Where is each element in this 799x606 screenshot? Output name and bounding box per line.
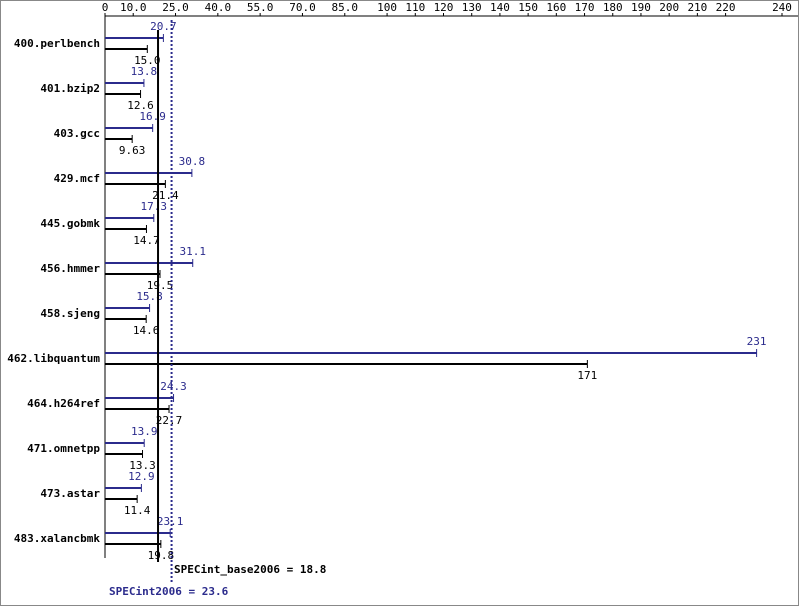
x-tick-label: 140	[490, 1, 510, 14]
x-tick-label: 200	[659, 1, 679, 14]
x-tick-label: 210	[687, 1, 707, 14]
category-label: 445.gobmk	[40, 217, 100, 230]
value-label: 9.63	[119, 144, 146, 157]
category-label: 458.sjeng	[40, 307, 100, 320]
x-tick-label: 120	[434, 1, 454, 14]
x-tick-label: 25.0	[162, 1, 189, 14]
x-tick-label: 85.0	[332, 1, 359, 14]
category-label: 429.mcf	[54, 172, 100, 185]
category-label: 403.gcc	[54, 127, 100, 140]
x-tick-label: 220	[716, 1, 736, 14]
value-label: 24.3	[160, 380, 187, 393]
value-label: 23.1	[157, 515, 184, 528]
value-label: 22.7	[156, 414, 183, 427]
category-label: 483.xalancbmk	[14, 532, 100, 545]
reference-label: SPECint_base2006 = 18.8	[174, 563, 326, 576]
x-tick-label: 190	[631, 1, 651, 14]
value-label: 30.8	[179, 155, 206, 168]
x-tick-label: 40.0	[205, 1, 232, 14]
x-tick-label: 0	[102, 1, 109, 14]
x-tick-label: 150	[518, 1, 538, 14]
value-label: 14.7	[133, 234, 160, 247]
x-tick-label: 55.0	[247, 1, 274, 14]
category-label: 456.hmmer	[40, 262, 100, 275]
value-label: 13.9	[131, 425, 158, 438]
value-label: 16.9	[139, 110, 166, 123]
value-label: 20.7	[150, 20, 177, 33]
value-label: 17.3	[141, 200, 168, 213]
x-tick-label: 10.0	[120, 1, 147, 14]
x-tick-label: 160	[546, 1, 566, 14]
value-label: 15.8	[136, 290, 163, 303]
reference-label: SPECint2006 = 23.6	[109, 585, 229, 598]
value-label: 31.1	[179, 245, 206, 258]
x-tick-label: 130	[462, 1, 482, 14]
category-label: 464.h264ref	[27, 397, 100, 410]
x-tick-label: 110	[405, 1, 425, 14]
category-label: 462.libquantum	[7, 352, 100, 365]
category-label: 400.perlbench	[14, 37, 100, 50]
value-label: 19.8	[148, 549, 175, 562]
x-tick-label: 180	[603, 1, 623, 14]
value-label: 13.3	[129, 459, 156, 472]
value-label: 171	[577, 369, 597, 382]
category-label: 471.omnetpp	[27, 442, 100, 455]
value-label: 12.6	[127, 99, 154, 112]
value-label: 15.0	[134, 54, 161, 67]
value-label: 231	[747, 335, 767, 348]
value-label: 13.8	[131, 65, 158, 78]
value-label: 19.5	[147, 279, 174, 292]
value-label: 14.6	[133, 324, 160, 337]
category-label: 473.astar	[40, 487, 100, 500]
x-tick-label: 100	[377, 1, 397, 14]
value-label: 12.9	[128, 470, 155, 483]
x-tick-label: 170	[575, 1, 595, 14]
category-label: 401.bzip2	[40, 82, 100, 95]
x-tick-label: 240	[772, 1, 792, 14]
value-label: 11.4	[124, 504, 151, 517]
x-tick-label: 70.0	[289, 1, 316, 14]
